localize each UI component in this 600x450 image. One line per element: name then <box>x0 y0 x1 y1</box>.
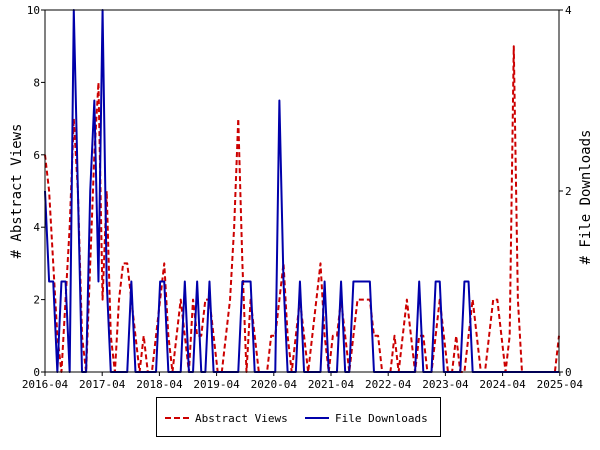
x-tick-label: 2022-04 <box>365 378 412 391</box>
legend: Abstract Views File Downloads <box>156 397 441 437</box>
x-tick-label: 2016-04 <box>22 378 69 391</box>
legend-label-file-downloads: File Downloads <box>335 411 428 425</box>
x-tick-label: 2024-04 <box>479 378 526 391</box>
x-tick-label: 2025-04 <box>537 378 584 391</box>
x-tick-label: 2018-04 <box>136 378 183 391</box>
legend-item-abstract-views: Abstract Views <box>165 411 288 425</box>
y2-tick-label: 2 <box>565 185 572 198</box>
y-tick-label: 10 <box>27 4 40 17</box>
y-tick-label: 4 <box>33 221 40 234</box>
plot-frame <box>44 9 560 373</box>
series-file-downloads-line <box>44 9 559 373</box>
x-tick-label: 2019-04 <box>193 378 240 391</box>
y-tick-label: 0 <box>33 366 40 379</box>
x-tick-label: 2021-04 <box>308 378 355 391</box>
legend-swatch-abstract-views <box>165 417 189 419</box>
legend-item-file-downloads: File Downloads <box>305 411 428 425</box>
y2-tick-label: 4 <box>565 4 572 17</box>
series-layer <box>44 9 560 373</box>
y-tick-label: 8 <box>33 76 40 89</box>
y2-axis-title: # File Downloads <box>578 130 594 265</box>
legend-swatch-file-downloads <box>305 417 329 419</box>
y-tick-label: 2 <box>33 294 40 307</box>
y-tick-label: 6 <box>33 149 40 162</box>
axis-layer: 0 2 4 6 8 10 0 2 4 2016-04 2017-04 2018-04 2019-04 20… <box>22 4 584 391</box>
y-axis-title: # Abstract Views <box>9 124 25 259</box>
legend-label-abstract-views: Abstract Views <box>195 411 288 425</box>
x-tick-label: 2020-04 <box>251 378 298 391</box>
x-tick-label: 2017-04 <box>79 378 126 391</box>
y2-tick-label: 0 <box>565 366 572 379</box>
x-tick-label: 2023-04 <box>422 378 469 391</box>
chart: 0 2 4 6 8 10 0 2 4 2016-04 2017-04 2018-04 2019-04 20… <box>9 4 594 391</box>
